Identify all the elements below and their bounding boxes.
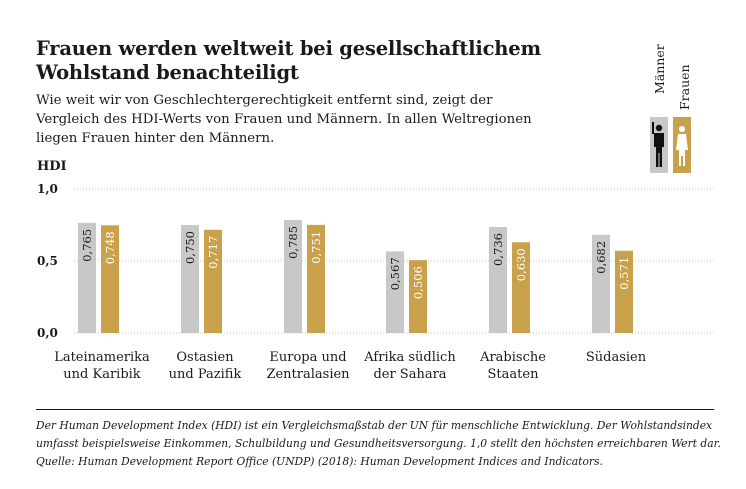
footnote-divider [36,409,714,410]
bar-men [489,227,507,333]
bar-men [386,251,404,333]
x-tick-label: und Pazifik [169,367,242,382]
data-label: 0,748 [103,231,117,264]
title-line-1: Frauen werden weltweit bei gesellschaftl… [36,37,541,60]
data-label: 0,751 [309,231,323,264]
subtitle-line-3: liegen Frauen hinter den Männern. [36,131,275,146]
y-axis-label: HDI [37,159,67,174]
data-label: 0,506 [411,266,425,299]
bar-women [204,229,222,333]
chart-subtitle: Wie weit wir von Geschlechtergerechtigke… [36,91,536,148]
bar-women [615,250,633,333]
chart-title: Frauen werden weltweit bei gesellschaftl… [36,37,556,85]
data-label: 0,765 [80,229,94,262]
x-tick-label: Europa und [269,350,346,365]
x-tick-label: Arabische [479,350,546,365]
y-tick-label: 1,0 [37,182,58,196]
footnote-line-3: Quelle: Human Development Report Office … [36,455,603,468]
x-tick-label: und Karibik [63,367,141,382]
x-tick-label: Staaten [488,367,540,382]
x-tick-label: der Sahara [373,367,446,382]
data-label: 0,567 [388,257,402,290]
x-tick-label: Südasien [586,350,647,365]
data-label: 0,736 [491,233,505,266]
data-label: 0,682 [594,241,608,274]
footnote-line-2: umfasst beispielsweise Einkommen, Schulb… [36,437,721,450]
x-tick-label: Ostasien [176,350,234,365]
data-label: 0,750 [183,231,197,264]
footnote-line-1: Der Human Development Index (HDI) ist ei… [36,419,713,432]
x-tick-label: Afrika südlich [363,350,456,365]
bar-women [409,260,427,333]
x-tick-label: Lateinamerika [54,350,150,365]
x-tick-label: Zentralasien [266,367,350,382]
subtitle-line-2: Vergleich des HDI-Werts von Frauen und M… [36,112,532,127]
data-label: 0,630 [514,248,528,281]
data-label: 0,717 [206,236,220,269]
bar-men [181,225,199,333]
y-tick-label: 0,5 [37,254,58,268]
title-line-2: Wohlstand benachteiligt [36,61,299,84]
bar-men [592,234,610,333]
bar-women [307,224,325,333]
subtitle-line-1: Wie weit wir von Geschlechtergerechtigke… [36,93,493,108]
bar-women [512,242,530,333]
bar-women [101,225,119,333]
y-tick-label: 0,0 [37,326,58,340]
data-label: 0,785 [286,226,300,259]
bar-men [284,219,302,333]
data-label: 0,571 [617,257,631,290]
bar-men [78,222,96,333]
footnote: Der Human Development Index (HDI) ist ei… [36,417,726,471]
